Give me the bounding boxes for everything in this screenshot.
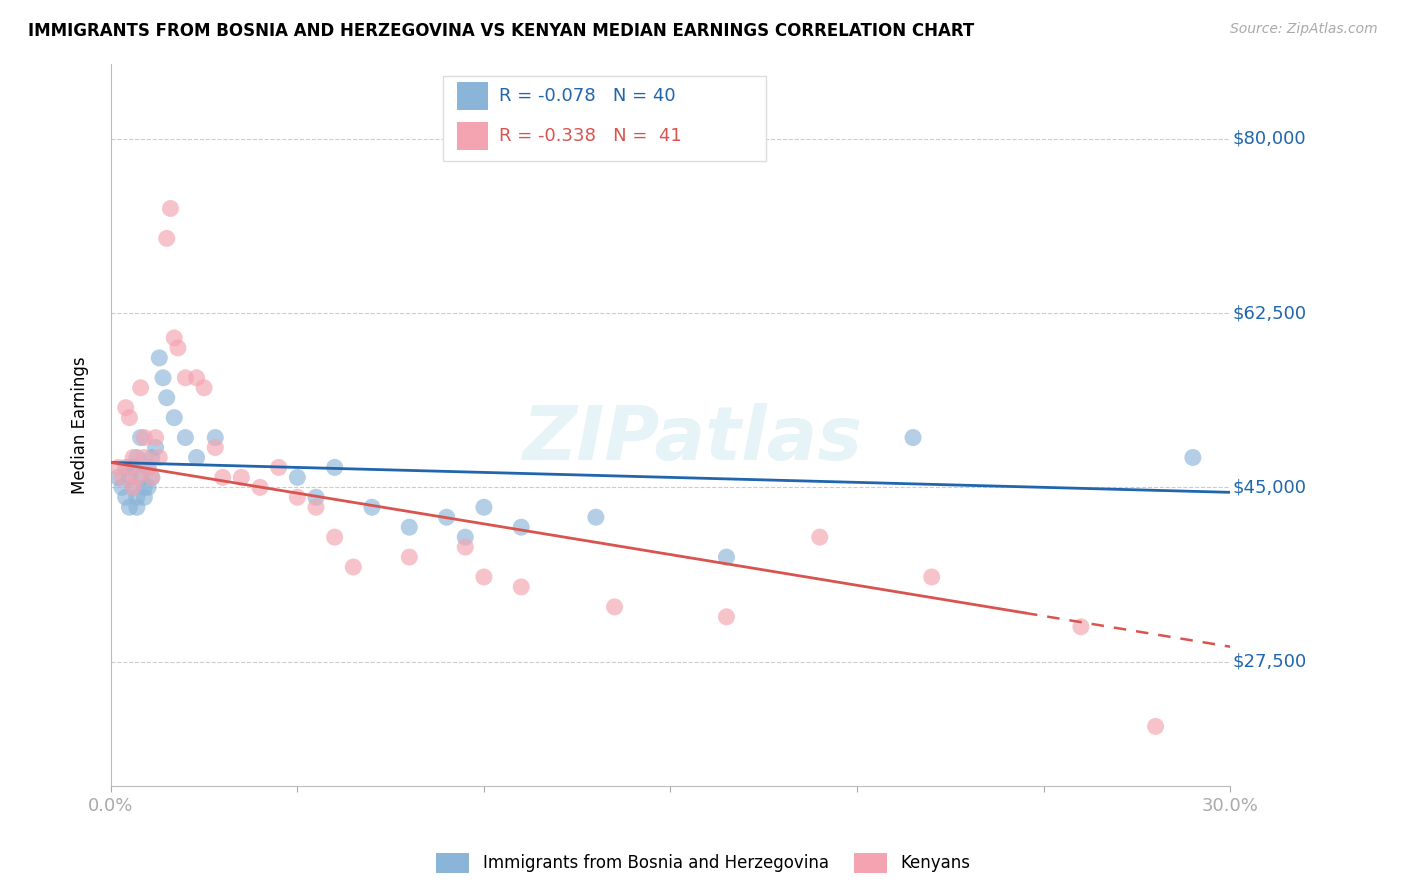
Point bbox=[129, 431, 152, 445]
Point bbox=[136, 480, 159, 494]
Point bbox=[122, 480, 145, 494]
Point bbox=[141, 470, 163, 484]
Point bbox=[193, 381, 215, 395]
Point bbox=[186, 450, 208, 465]
Point bbox=[174, 431, 197, 445]
Point bbox=[163, 331, 186, 345]
Point bbox=[129, 470, 152, 484]
Point bbox=[159, 202, 181, 216]
Point bbox=[454, 540, 477, 554]
Point bbox=[125, 500, 148, 515]
Point bbox=[1181, 450, 1204, 465]
Point bbox=[204, 441, 226, 455]
Point bbox=[136, 460, 159, 475]
Text: $45,000: $45,000 bbox=[1233, 478, 1306, 496]
Point bbox=[136, 460, 159, 475]
Point bbox=[148, 450, 170, 465]
Point bbox=[398, 520, 420, 534]
Point bbox=[125, 470, 148, 484]
Point bbox=[267, 460, 290, 475]
Point bbox=[148, 351, 170, 365]
Legend: Immigrants from Bosnia and Herzegovina, Kenyans: Immigrants from Bosnia and Herzegovina, … bbox=[429, 847, 977, 880]
Point bbox=[156, 231, 179, 245]
Point bbox=[134, 450, 156, 465]
Point bbox=[249, 480, 271, 494]
Point bbox=[174, 371, 197, 385]
Point bbox=[510, 580, 533, 594]
Point bbox=[156, 391, 179, 405]
Point bbox=[211, 470, 233, 484]
Point bbox=[285, 470, 308, 484]
Point bbox=[305, 500, 328, 515]
Point bbox=[122, 480, 145, 494]
Point bbox=[141, 470, 163, 484]
Point bbox=[167, 341, 190, 355]
Text: Source: ZipAtlas.com: Source: ZipAtlas.com bbox=[1230, 22, 1378, 37]
Text: ZIPatlas: ZIPatlas bbox=[523, 403, 863, 476]
Point bbox=[118, 500, 141, 515]
Point bbox=[134, 491, 156, 505]
Text: R = -0.078   N = 40: R = -0.078 N = 40 bbox=[499, 87, 676, 105]
Text: IMMIGRANTS FROM BOSNIA AND HERZEGOVINA VS KENYAN MEDIAN EARNINGS CORRELATION CHA: IMMIGRANTS FROM BOSNIA AND HERZEGOVINA V… bbox=[28, 22, 974, 40]
Point bbox=[901, 431, 924, 445]
Point bbox=[145, 441, 167, 455]
Point bbox=[125, 491, 148, 505]
Point bbox=[111, 480, 134, 494]
Text: $27,500: $27,500 bbox=[1233, 653, 1306, 671]
Point bbox=[118, 460, 141, 475]
Point bbox=[111, 470, 134, 484]
Point bbox=[114, 401, 136, 415]
Point bbox=[716, 550, 738, 565]
Point bbox=[305, 491, 328, 505]
Text: $62,500: $62,500 bbox=[1233, 304, 1306, 322]
Point bbox=[716, 610, 738, 624]
Point bbox=[1144, 719, 1167, 733]
Point bbox=[118, 410, 141, 425]
Text: $80,000: $80,000 bbox=[1233, 129, 1306, 148]
Point bbox=[585, 510, 607, 524]
Point bbox=[204, 431, 226, 445]
Point bbox=[107, 460, 129, 475]
Point bbox=[107, 470, 129, 484]
Point bbox=[510, 520, 533, 534]
Point bbox=[472, 570, 495, 584]
Y-axis label: Median Earnings: Median Earnings bbox=[72, 356, 89, 494]
Point bbox=[454, 530, 477, 544]
Point bbox=[436, 510, 458, 524]
Point bbox=[134, 431, 156, 445]
Point bbox=[472, 500, 495, 515]
Point bbox=[323, 460, 346, 475]
Point bbox=[134, 480, 156, 494]
Point bbox=[398, 550, 420, 565]
Point bbox=[231, 470, 253, 484]
Point bbox=[921, 570, 943, 584]
Point bbox=[122, 460, 145, 475]
Point bbox=[342, 560, 364, 574]
Point bbox=[186, 371, 208, 385]
Point bbox=[808, 530, 831, 544]
Text: R = -0.338   N =  41: R = -0.338 N = 41 bbox=[499, 127, 682, 145]
Point bbox=[129, 381, 152, 395]
Point bbox=[152, 371, 174, 385]
Point bbox=[125, 450, 148, 465]
Point bbox=[141, 450, 163, 465]
Point bbox=[118, 470, 141, 484]
Point bbox=[323, 530, 346, 544]
Point bbox=[1070, 620, 1092, 634]
Point bbox=[603, 599, 626, 614]
Point bbox=[361, 500, 384, 515]
Point bbox=[114, 460, 136, 475]
Point bbox=[285, 491, 308, 505]
Point bbox=[114, 491, 136, 505]
Point bbox=[145, 431, 167, 445]
Point bbox=[163, 410, 186, 425]
Point bbox=[122, 450, 145, 465]
